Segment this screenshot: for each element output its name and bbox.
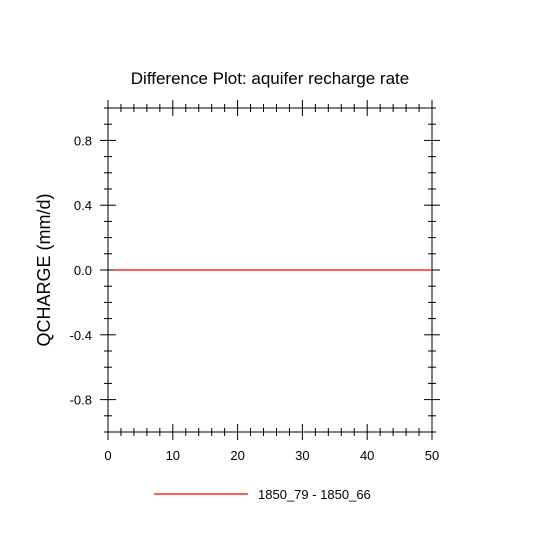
y-tick-label: -0.4 xyxy=(70,328,92,343)
chart-title: Difference Plot: aquifer recharge rate xyxy=(131,69,409,88)
x-tick-label: 50 xyxy=(425,448,439,463)
y-tick-label: -0.8 xyxy=(70,393,92,408)
x-tick-label: 40 xyxy=(360,448,374,463)
x-tick-label: 30 xyxy=(295,448,309,463)
y-tick-label: 0.0 xyxy=(74,263,92,278)
y-axis-label: QCHARGE (mm/d) xyxy=(34,194,54,347)
y-tick-label: 0.4 xyxy=(74,198,92,213)
y-tick-label: 0.8 xyxy=(74,133,92,148)
legend: 1850_79 - 1850_66 xyxy=(154,487,371,502)
y-axis: -0.8 -0.4 0.0 0.4 0.8 xyxy=(70,107,440,433)
legend-entry-label: 1850_79 - 1850_66 xyxy=(258,487,371,502)
x-tick-label: 10 xyxy=(166,448,180,463)
x-tick-label: 0 xyxy=(104,448,111,463)
x-tick-label: 20 xyxy=(230,448,244,463)
x-axis: 0 10 20 30 40 50 xyxy=(104,100,439,463)
